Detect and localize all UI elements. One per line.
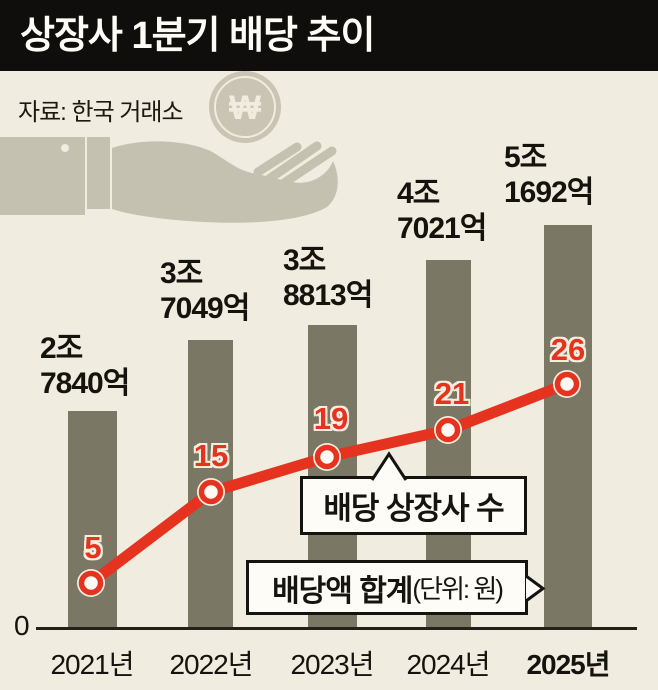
- count-label-2023: 19: [313, 401, 349, 436]
- bar-series-callout-text: 배당액 합계: [272, 574, 413, 608]
- won-coin-icon: ₩: [209, 71, 281, 143]
- amount-line1: 5조: [504, 141, 547, 174]
- amount-line1: 3조: [160, 257, 203, 290]
- bar-2025: [544, 225, 592, 629]
- line-series-callout: 배당 상장사 수: [300, 476, 527, 535]
- bar-value-label: 4조 7021억: [397, 176, 487, 246]
- amount-line2: 7840억: [40, 367, 130, 400]
- count-label-2024: 21: [434, 376, 470, 411]
- bar-2021: [68, 411, 117, 629]
- bar-value-label: 3조 7049억: [160, 256, 250, 326]
- x-tick-2024: 2024년: [406, 649, 490, 680]
- amount-line1: 2조: [40, 332, 83, 365]
- y-axis-zero-label: 0: [14, 610, 30, 641]
- count-label-2025: 26: [550, 332, 586, 367]
- amount-line2: 1692억: [504, 176, 594, 209]
- callout-pointer-right-icon: [525, 574, 546, 603]
- bar-series-callout-unit: (단위: 원): [412, 574, 504, 604]
- amount-line2: 7049억: [160, 292, 250, 325]
- amount-line2: 8813억: [283, 279, 373, 312]
- won-symbol: ₩: [228, 89, 262, 127]
- x-tick-2021: 2021년: [50, 649, 134, 680]
- count-label-2022: 15: [193, 438, 229, 473]
- bar-series-callout: 배당액 합계 (단위: 원): [246, 560, 528, 615]
- page-title: 상장사 1분기 배당 추이: [20, 15, 375, 57]
- source-label: 자료: 한국 거래소: [18, 99, 184, 126]
- x-axis-line: [36, 627, 637, 630]
- coin-inner-ring: [214, 76, 276, 138]
- callout-pointer-up-icon: [370, 451, 408, 481]
- bar-value-label: 2조 7840억: [40, 331, 130, 401]
- title-bar: 상장사 1분기 배당 추이: [0, 0, 658, 71]
- x-tick-2025: 2025년: [526, 649, 610, 680]
- bar-value-label: 3조 8813억: [283, 243, 373, 313]
- bar-2022: [188, 340, 233, 629]
- count-label-2021: 5: [84, 530, 102, 565]
- line-series-callout-text: 배당 상장사 수: [323, 491, 504, 526]
- open-hand-icon: [0, 137, 338, 223]
- x-tick-2023: 2023년: [290, 649, 374, 680]
- amount-line1: 3조: [283, 244, 326, 277]
- bar-value-label: 5조 1692억: [504, 140, 594, 210]
- amount-line1: 4조: [397, 177, 440, 210]
- amount-line2: 7021억: [397, 212, 487, 245]
- x-tick-2022: 2022년: [169, 649, 253, 680]
